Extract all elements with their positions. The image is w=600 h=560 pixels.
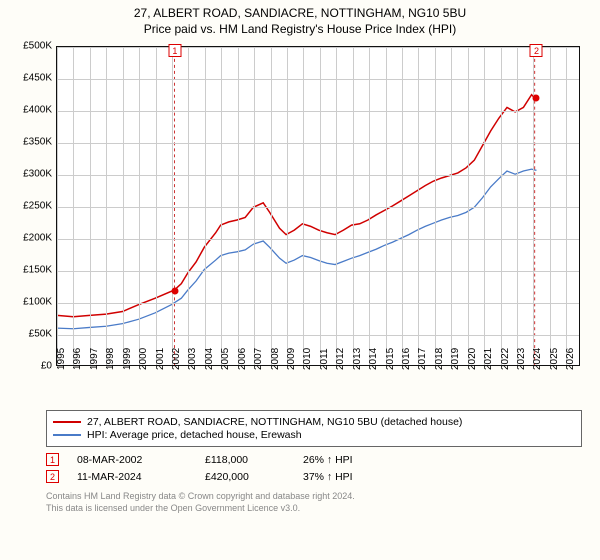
x-axis-tick: 2005 (220, 348, 231, 370)
sale-index-box: 1 (46, 453, 59, 466)
x-axis-tick: 2018 (434, 348, 445, 370)
x-axis-tick: 2004 (204, 348, 215, 370)
x-axis-tick: 1998 (105, 348, 116, 370)
x-axis-tick: 2006 (237, 348, 248, 370)
y-axis-tick: £350K (23, 137, 52, 148)
y-axis-tick: £50K (29, 329, 52, 340)
sale-marker-dot (533, 95, 540, 102)
series-line-price_paid (57, 95, 535, 317)
x-axis-tick: 2023 (516, 348, 527, 370)
x-axis-tick: 1995 (56, 348, 67, 370)
sale-marker-dot (171, 288, 178, 295)
sale-marker-box: 1 (168, 44, 181, 57)
sale-hpi-diff: 26% ↑ HPI (303, 454, 403, 466)
sale-hpi-diff: 37% ↑ HPI (303, 471, 403, 483)
y-axis-tick: £100K (23, 297, 52, 308)
y-axis-tick: £0 (41, 361, 52, 372)
x-axis-tick: 2011 (319, 348, 330, 370)
plot-area: 12 (56, 46, 580, 366)
x-axis-tick: 2015 (385, 348, 396, 370)
chart-title: 27, ALBERT ROAD, SANDIACRE, NOTTINGHAM, … (0, 6, 600, 20)
attribution-line: This data is licensed under the Open Gov… (46, 503, 582, 515)
x-axis-tick: 2020 (467, 348, 478, 370)
attribution-line: Contains HM Land Registry data © Crown c… (46, 491, 582, 503)
legend-row: HPI: Average price, detached house, Erew… (53, 429, 575, 441)
series-line-hpi (57, 169, 536, 329)
attribution-text: Contains HM Land Registry data © Crown c… (46, 491, 582, 514)
y-axis-tick: £300K (23, 169, 52, 180)
x-axis-tick: 2022 (500, 348, 511, 370)
chart-container: 12 £0£50K£100K£150K£200K£250K£300K£350K£… (10, 42, 590, 402)
x-axis-tick: 2021 (483, 348, 494, 370)
y-axis-tick: £250K (23, 201, 52, 212)
x-axis-tick: 1997 (89, 348, 100, 370)
x-axis-tick: 2000 (138, 348, 149, 370)
y-axis-tick: £150K (23, 265, 52, 276)
sale-row: 2 11-MAR-2024 £420,000 37% ↑ HPI (46, 470, 582, 483)
legend-swatch (53, 434, 81, 436)
legend-row: 27, ALBERT ROAD, SANDIACRE, NOTTINGHAM, … (53, 416, 575, 428)
x-axis-tick: 2025 (549, 348, 560, 370)
y-axis-tick: £400K (23, 105, 52, 116)
chart-title-block: 27, ALBERT ROAD, SANDIACRE, NOTTINGHAM, … (0, 0, 600, 38)
x-axis-tick: 2008 (270, 348, 281, 370)
x-axis-tick: 2017 (417, 348, 428, 370)
sale-events-table: 1 08-MAR-2002 £118,000 26% ↑ HPI 2 11-MAR-202… (46, 453, 582, 483)
y-axis-tick: £450K (23, 73, 52, 84)
legend-swatch (53, 421, 81, 423)
chart-legend: 27, ALBERT ROAD, SANDIACRE, NOTTINGHAM, … (46, 410, 582, 447)
sale-date: 11-MAR-2024 (77, 471, 187, 483)
chart-subtitle: Price paid vs. HM Land Registry's House … (0, 22, 600, 36)
sale-date: 08-MAR-2002 (77, 454, 187, 466)
x-axis-tick: 2019 (450, 348, 461, 370)
x-axis-tick: 2002 (171, 348, 182, 370)
sale-price: £420,000 (205, 471, 285, 483)
x-axis-tick: 2007 (253, 348, 264, 370)
x-axis-tick: 1996 (72, 348, 83, 370)
sale-index-box: 2 (46, 470, 59, 483)
legend-label: HPI: Average price, detached house, Erew… (87, 429, 302, 441)
sale-row: 1 08-MAR-2002 £118,000 26% ↑ HPI (46, 453, 582, 466)
x-axis-tick: 2003 (187, 348, 198, 370)
x-axis-tick: 2026 (565, 348, 576, 370)
x-axis-tick: 2013 (352, 348, 363, 370)
x-axis-tick: 2016 (401, 348, 412, 370)
x-axis-tick: 1999 (122, 348, 133, 370)
y-axis-tick: £500K (23, 41, 52, 52)
x-axis-tick: 2014 (368, 348, 379, 370)
x-axis-tick: 2009 (286, 348, 297, 370)
x-axis-tick: 2024 (532, 348, 543, 370)
x-axis-tick: 2001 (155, 348, 166, 370)
x-axis-tick: 2010 (302, 348, 313, 370)
sale-price: £118,000 (205, 454, 285, 466)
legend-label: 27, ALBERT ROAD, SANDIACRE, NOTTINGHAM, … (87, 416, 462, 428)
y-axis-tick: £200K (23, 233, 52, 244)
x-axis-tick: 2012 (335, 348, 346, 370)
sale-marker-box: 2 (530, 44, 543, 57)
